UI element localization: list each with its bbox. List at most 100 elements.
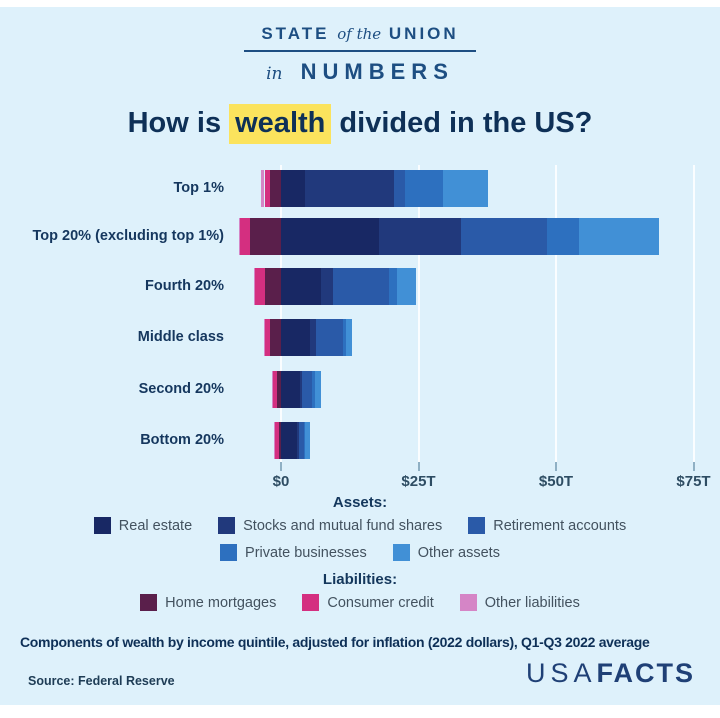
gridline-0 bbox=[280, 165, 282, 462]
gridline-50t bbox=[555, 165, 557, 462]
bar-segment-top-20-excluding-top-1-stocks-and-mutual-fund-shares bbox=[378, 218, 461, 255]
bar-segment-top-20-excluding-top-1-real-estate bbox=[281, 218, 379, 255]
legend-liabilities-row-1: Home mortgages Consumer credit Other liabi… bbox=[0, 594, 720, 611]
bar-segment-top-1-retirement-accounts bbox=[393, 170, 405, 207]
bar-segment-fourth-20-stocks-and-mutual-fund-shares bbox=[320, 268, 333, 305]
bar-segment-top-20-excluding-top-1-other-assets bbox=[579, 218, 659, 255]
legend-swatch-real-estate bbox=[93, 517, 111, 534]
axis-tick-label-25t: $25T bbox=[401, 473, 436, 490]
bar-segment-top-1-stocks-and-mutual-fund-shares bbox=[304, 170, 394, 207]
bar-segment-top-1-consumer-credit bbox=[264, 170, 270, 207]
bar-segment-bottom-20-home-mortgages bbox=[278, 422, 281, 459]
logo-line1: STATE of the UNION bbox=[0, 24, 720, 44]
logo-state-text: STATE bbox=[261, 24, 330, 43]
state-of-the-union-logo: STATE of the UNION in NUMBERS bbox=[0, 24, 720, 85]
bar-segment-bottom-20-consumer-credit bbox=[274, 422, 279, 459]
bar-segment-top-20-excluding-top-1-retirement-accounts bbox=[460, 218, 547, 255]
bar-segment-top-1-real-estate bbox=[281, 170, 305, 207]
bar-segment-fourth-20-consumer-credit bbox=[255, 268, 266, 305]
axis-tick-75t bbox=[692, 462, 695, 471]
chart-title: How is wealth divided in the US? bbox=[0, 104, 720, 144]
bar-segment-middle-class-real-estate bbox=[281, 319, 310, 356]
bar-segment-second-20-consumer-credit bbox=[272, 371, 278, 408]
usafacts-logo: USAFACTS bbox=[526, 658, 695, 689]
bar-segment-top-20-excluding-top-1-consumer-credit bbox=[240, 218, 251, 255]
top-white-strip bbox=[0, 0, 720, 7]
bar-segment-middle-class-consumer-credit bbox=[264, 319, 270, 356]
bar-segment-middle-class-retirement-accounts bbox=[315, 319, 343, 356]
bar-segment-fourth-20-home-mortgages bbox=[265, 268, 281, 305]
stacked-bar-chart: $0 $25T $50T $75T Top 1% Top 20% (excluding t… bbox=[0, 165, 720, 495]
legend-item-home-mortgages: Home mortgages bbox=[140, 594, 276, 611]
category-label-second-20: Second 20% bbox=[138, 381, 224, 397]
legend-label-private-businesses: Private businesses bbox=[245, 544, 367, 561]
chart-legend: Assets: Real estate Stocks and mutual fun… bbox=[0, 494, 720, 621]
legend-swatch-retirement-accounts bbox=[468, 517, 486, 534]
legend-swatch-other-assets bbox=[392, 544, 410, 561]
legend-item-real-estate: Real estate bbox=[93, 517, 192, 534]
title-pre: How is bbox=[127, 107, 230, 139]
legend-item-stocks-and-mutual-fund-shares: Stocks and mutual fund shares bbox=[218, 517, 442, 534]
bar-segment-top-20-excluding-top-1-private-businesses bbox=[546, 218, 580, 255]
bar-segment-bottom-20-private-businesses bbox=[303, 422, 306, 459]
legend-swatch-private-businesses bbox=[220, 544, 238, 561]
bar-segment-fourth-20-other-liabilities bbox=[254, 268, 256, 305]
bar-segment-fourth-20-other-assets bbox=[397, 268, 416, 305]
bar-segment-bottom-20-real-estate bbox=[281, 422, 297, 459]
logo-divider-rule bbox=[244, 50, 476, 52]
bar-segment-top-1-private-businesses bbox=[404, 170, 444, 207]
category-label-top-1: Top 1% bbox=[173, 180, 224, 196]
gridline-25t bbox=[417, 165, 420, 462]
bar-segment-middle-class-home-mortgages bbox=[270, 319, 281, 356]
legend-label-home-mortgages: Home mortgages bbox=[165, 594, 277, 611]
bar-segment-bottom-20-retirement-accounts bbox=[298, 422, 304, 459]
axis-tick-50t bbox=[555, 462, 557, 471]
bar-segment-middle-class-private-businesses bbox=[342, 319, 347, 356]
bar-segment-second-20-home-mortgages bbox=[277, 371, 281, 408]
legend-item-private-businesses: Private businesses bbox=[220, 544, 367, 561]
bottom-white-strip bbox=[0, 705, 720, 718]
bar-segment-fourth-20-private-businesses bbox=[389, 268, 398, 305]
legend-assets-row-2: Private businesses Other assets bbox=[0, 544, 720, 561]
legend-label-retirement-accounts: Retirement accounts bbox=[493, 517, 627, 534]
category-label-bottom-20: Bottom 20% bbox=[140, 432, 224, 448]
bar-segment-bottom-20-stocks-and-mutual-fund-shares bbox=[296, 422, 299, 459]
logo-in-text: in bbox=[266, 64, 283, 84]
legend-label-other-assets: Other assets bbox=[417, 544, 500, 561]
legend-swatch-stocks-and-mutual-fund-shares bbox=[218, 517, 236, 534]
bar-segment-middle-class-other-assets bbox=[346, 319, 353, 356]
title-post: divided in the US? bbox=[331, 107, 593, 139]
legend-label-consumer-credit: Consumer credit bbox=[327, 594, 434, 611]
logo-union-text: UNION bbox=[388, 24, 459, 43]
bar-segment-second-20-other-assets bbox=[314, 371, 321, 408]
legend-swatch-home-mortgages bbox=[140, 594, 158, 611]
bar-segment-middle-class-stocks-and-mutual-fund-shares bbox=[309, 319, 316, 356]
bar-segment-second-20-stocks-and-mutual-fund-shares bbox=[299, 371, 303, 408]
legend-swatch-other-liabilities bbox=[459, 594, 477, 611]
bar-segment-second-20-private-businesses bbox=[312, 371, 315, 408]
bar-segment-second-20-retirement-accounts bbox=[302, 371, 313, 408]
source-attribution: Source: Federal Reserve bbox=[28, 674, 175, 688]
legend-label-stocks-and-mutual-fund-shares: Stocks and mutual fund shares bbox=[243, 517, 443, 534]
axis-tick-0 bbox=[280, 462, 282, 471]
bar-segment-middle-class-other-liabilities bbox=[263, 319, 265, 356]
legend-item-other-assets: Other assets bbox=[392, 544, 500, 561]
legend-item-consumer-credit: Consumer credit bbox=[302, 594, 434, 611]
bar-segment-top-1-home-mortgages bbox=[270, 170, 281, 207]
bar-segment-top-1-other-assets bbox=[443, 170, 488, 207]
axis-tick-label-0: $0 bbox=[272, 473, 290, 490]
axis-tick-25t bbox=[417, 462, 420, 471]
category-label-fourth-20: Fourth 20% bbox=[145, 278, 224, 294]
legend-assets-header: Assets: bbox=[332, 494, 388, 511]
logo-line2: in NUMBERS bbox=[0, 59, 720, 85]
bar-segment-bottom-20-other-liabilities bbox=[273, 422, 275, 459]
legend-assets-row-1: Real estate Stocks and mutual fund shares… bbox=[0, 517, 720, 534]
bar-segment-second-20-other-liabilities bbox=[271, 371, 273, 408]
bar-segment-top-20-excluding-top-1-other-liabilities bbox=[238, 218, 241, 255]
legend-liabilities-header: Liabilities: bbox=[322, 571, 398, 588]
logo-of-the-text: of the bbox=[337, 25, 382, 43]
gridline-75t bbox=[692, 165, 695, 462]
axis-tick-label-75t: $75T bbox=[676, 473, 711, 490]
bar-segment-fourth-20-real-estate bbox=[281, 268, 321, 305]
logo-numbers-text: NUMBERS bbox=[300, 59, 454, 84]
